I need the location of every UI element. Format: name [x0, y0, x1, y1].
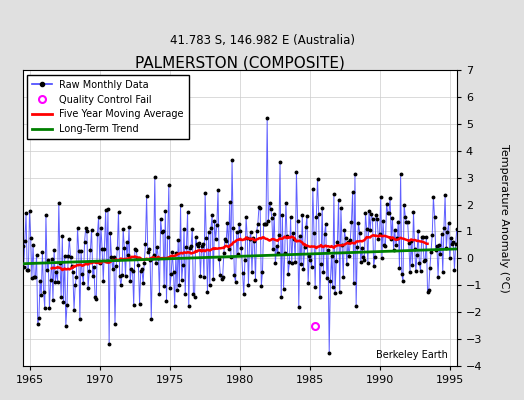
Text: 41.783 S, 146.982 E (Australia): 41.783 S, 146.982 E (Australia): [169, 34, 355, 47]
Text: Berkeley Earth: Berkeley Earth: [376, 350, 448, 360]
Y-axis label: Temperature Anomaly (°C): Temperature Anomaly (°C): [499, 144, 509, 292]
Title: PALMERSTON (COMPOSITE): PALMERSTON (COMPOSITE): [135, 55, 345, 70]
Legend: Raw Monthly Data, Quality Control Fail, Five Year Moving Average, Long-Term Tren: Raw Monthly Data, Quality Control Fail, …: [27, 75, 189, 139]
